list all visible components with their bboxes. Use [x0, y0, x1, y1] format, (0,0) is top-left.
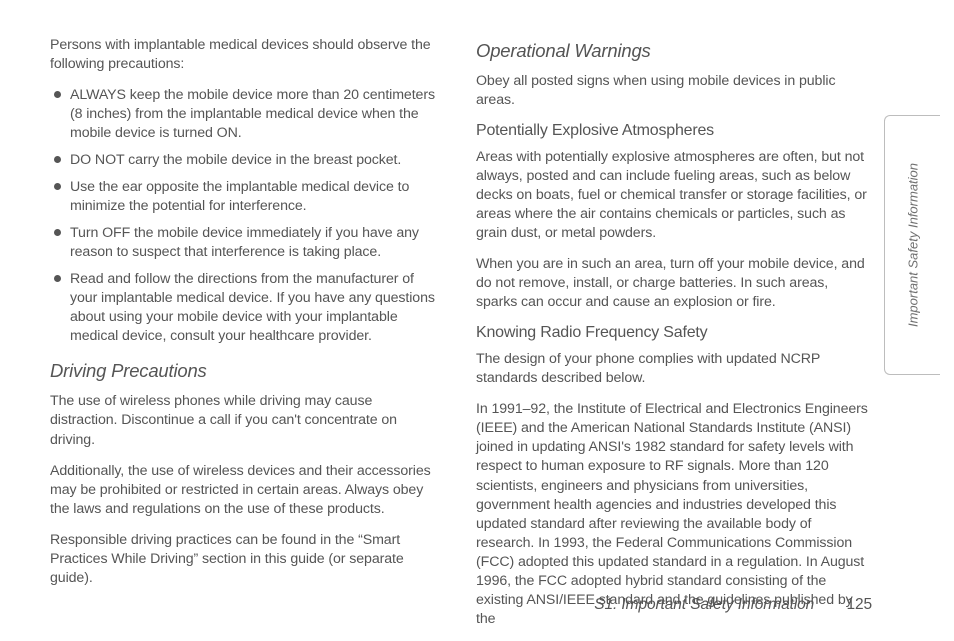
body-text: Obey all posted signs when using mobile … [476, 72, 868, 110]
right-column: Operational Warnings Obey all posted sig… [476, 36, 868, 641]
list-item: DO NOT carry the mobile device in the br… [50, 151, 442, 170]
body-text: Areas with potentially explosive atmosph… [476, 148, 868, 243]
body-text: When you are in such an area, turn off y… [476, 255, 868, 312]
list-item: Use the ear opposite the implantable med… [50, 178, 442, 216]
body-text: Responsible driving practices can be fou… [50, 531, 442, 588]
list-item: Read and follow the directions from the … [50, 270, 442, 346]
list-item: Turn OFF the mobile device immediately i… [50, 224, 442, 262]
side-tab: Important Safety Information [884, 115, 940, 375]
intro-text: Persons with implantable medical devices… [50, 36, 442, 74]
list-item: ALWAYS keep the mobile device more than … [50, 86, 442, 143]
columns: Persons with implantable medical devices… [50, 36, 872, 641]
precautions-list: ALWAYS keep the mobile device more than … [50, 86, 442, 346]
body-text: The use of wireless phones while driving… [50, 392, 442, 449]
page-number: 125 [846, 596, 872, 613]
operational-warnings-heading: Operational Warnings [476, 40, 868, 62]
page: Persons with implantable medical devices… [0, 0, 954, 636]
footer-section: S1. Important Safety Information [594, 596, 814, 613]
explosive-atmospheres-heading: Potentially Explosive Atmospheres [476, 122, 868, 140]
footer: S1. Important Safety Information 125 [594, 596, 872, 614]
body-text: Additionally, the use of wireless device… [50, 462, 442, 519]
body-text: The design of your phone complies with u… [476, 350, 868, 388]
body-text: In 1991–92, the Institute of Electrical … [476, 400, 868, 628]
rf-safety-heading: Knowing Radio Frequency Safety [476, 324, 868, 342]
side-tab-label: Important Safety Information [905, 163, 920, 327]
driving-precautions-heading: Driving Precautions [50, 360, 442, 382]
left-column: Persons with implantable medical devices… [50, 36, 442, 641]
